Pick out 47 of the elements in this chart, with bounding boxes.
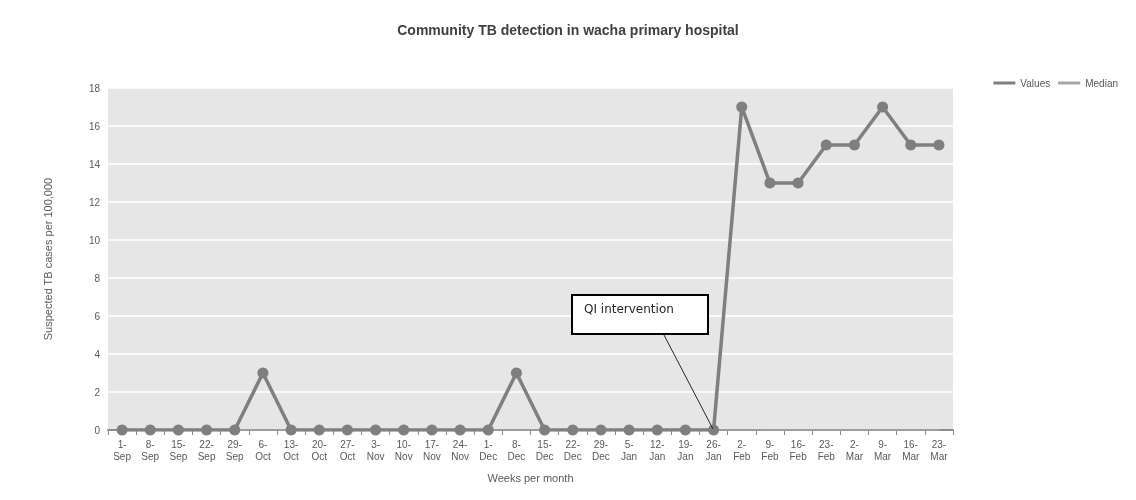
x-tick-label: 1-Dec — [479, 438, 498, 462]
x-tick-label: 22-Sep — [197, 438, 216, 462]
x-tick-label: 23-Feb — [817, 438, 836, 462]
x-tick-label: 12-Jan — [649, 438, 666, 462]
x-tick-label: 2-Feb — [733, 438, 751, 462]
y-tick-label: 16 — [88, 120, 101, 132]
x-tick-label: 19-Jan — [677, 438, 694, 462]
y-tick-label: 8 — [94, 272, 101, 284]
y-tick-label: 12 — [88, 196, 101, 208]
x-tick-label: 5-Jan — [621, 438, 638, 462]
x-tick-label: 27-Oct — [339, 438, 356, 462]
y-tick-label: 18 — [88, 82, 101, 94]
y-tick-label: 6 — [94, 310, 101, 322]
y-tick-label: 10 — [88, 234, 101, 246]
x-tick-label: 29-Sep — [225, 438, 245, 462]
x-tick-label: 6-Oct — [255, 438, 271, 462]
y-tick-label: 0 — [94, 424, 101, 436]
x-tick-label: 26-Jan — [705, 438, 722, 462]
y-tick-label: 14 — [88, 158, 101, 170]
x-tick-label: 16-Feb — [789, 438, 808, 462]
x-tick-label: 10-Nov — [394, 438, 413, 462]
chart-title: Community TB detection in wacha primary hospital — [397, 22, 739, 38]
y-tick-label: 4 — [94, 348, 101, 360]
x-axis-title: Weeks per month — [487, 471, 574, 484]
x-tick-label: 9-Mar — [873, 438, 892, 462]
y-axis-title: Suspected TB cases per 100,000 — [41, 177, 54, 341]
x-tick-label: 24-Nov — [451, 438, 469, 462]
x-tick-label: 8-Sep — [141, 438, 160, 462]
x-tick-label: 13-Oct — [283, 438, 300, 462]
x-tick-label: 23-Mar — [930, 438, 949, 462]
y-tick-label: 2 — [94, 386, 101, 398]
annotation: QI intervention — [584, 302, 674, 316]
x-tick-label: 22-Dec — [563, 438, 582, 462]
x-tick-label: 29-Dec — [592, 438, 610, 462]
x-tick-label: 20-Oct — [311, 438, 328, 462]
x-tick-label: 9-Feb — [761, 438, 779, 462]
legend-label: Median — [1085, 77, 1119, 89]
x-tick-label: 2-Mar — [845, 438, 864, 462]
legend-label: Values — [1020, 77, 1051, 89]
callout: QI intervention — [571, 294, 714, 430]
x-tick-label: 17-Nov — [423, 438, 441, 462]
x-tick-label: 16-Mar — [902, 438, 921, 462]
x-tick-label: 15-Dec — [535, 438, 554, 462]
x-tick-label: 8-Dec — [507, 438, 526, 462]
x-tick-label: 3-Nov — [366, 438, 385, 462]
x-tick-label: 1-Sep — [113, 438, 132, 462]
x-tick-label: 15-Sep — [169, 438, 188, 462]
